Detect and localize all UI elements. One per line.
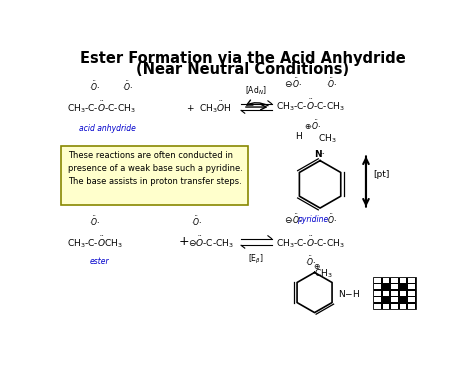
Text: CH$_3$-C-$\ddot{O}$CH$_3$: CH$_3$-C-$\ddot{O}$CH$_3$ [66, 234, 122, 250]
Text: acid anhydride: acid anhydride [79, 124, 136, 133]
Text: pyridine: pyridine [297, 215, 328, 224]
Bar [391, 297, 398, 302]
Bar [391, 291, 398, 296]
Bar [391, 304, 398, 309]
Text: $\cdot\!\ddot{O}\!\cdot$: $\cdot\!\ddot{O}\!\cdot$ [89, 214, 100, 228]
Text: $\cdot\!\ddot{O}\!\cdot$: $\cdot\!\ddot{O}\!\cdot$ [291, 213, 302, 226]
Bar [408, 291, 415, 296]
Text: [Ad$_N$]: [Ad$_N$] [245, 85, 267, 97]
Text: CH$_3$-C-$\ddot{O}$-C-CH$_3$: CH$_3$-C-$\ddot{O}$-C-CH$_3$ [276, 234, 345, 250]
Text: N$-$H: N$-$H [338, 288, 361, 299]
Text: [E$_\beta$]: [E$_\beta$] [248, 253, 264, 266]
Bar [400, 291, 406, 296]
Text: $\oplus$: $\oplus$ [312, 262, 320, 271]
Bar [400, 278, 406, 283]
Bar [400, 304, 406, 309]
Text: Ester Formation via the Acid Anhydride: Ester Formation via the Acid Anhydride [80, 51, 406, 66]
Text: $\cdot\!\ddot{O}\!\cdot$: $\cdot\!\ddot{O}\!\cdot$ [291, 76, 302, 90]
Text: $\cdot\!\ddot{O}\!\cdot$: $\cdot\!\ddot{O}\!\cdot$ [326, 76, 337, 90]
Bar [374, 297, 381, 302]
Text: These reactions are often conducted in
presence of a weak base such a pyridine.
: These reactions are often conducted in p… [68, 151, 243, 186]
Text: N$\ddot{}$: N$\ddot{}$ [314, 148, 326, 159]
Text: CH$_3$: CH$_3$ [318, 132, 337, 145]
Text: $\cdot\!\ddot{O}\!\cdot$: $\cdot\!\ddot{O}\!\cdot$ [305, 255, 317, 268]
Bar [374, 277, 416, 310]
Text: CH$_3$-C-$\ddot{O}$-C-CH$_3$: CH$_3$-C-$\ddot{O}$-C-CH$_3$ [276, 98, 345, 114]
Bar [408, 304, 415, 309]
Bar [408, 297, 415, 302]
Text: $\oplus$$\cdot\!\ddot{O}\!\cdot$: $\oplus$$\cdot\!\ddot{O}\!\cdot$ [304, 118, 321, 132]
Bar [374, 304, 381, 309]
Bar [374, 278, 381, 283]
Bar [374, 291, 381, 296]
Text: CH$_3$: CH$_3$ [314, 267, 333, 280]
FancyBboxPatch shape [61, 146, 248, 205]
Bar [383, 278, 389, 283]
Text: +  CH$_3$$\ddot{O}$H: + CH$_3$$\ddot{O}$H [186, 99, 232, 115]
Bar [383, 298, 389, 301]
Text: $\cdot\!\ddot{O}\!\cdot$: $\cdot\!\ddot{O}\!\cdot$ [191, 214, 202, 228]
Text: $\cdot\!\ddot{O}\!\cdot$: $\cdot\!\ddot{O}\!\cdot$ [122, 79, 133, 93]
Text: CH$_3$-C-$\ddot{O}$-C-CH$_3$: CH$_3$-C-$\ddot{O}$-C-CH$_3$ [66, 99, 135, 115]
Text: ester: ester [90, 257, 109, 266]
Bar [408, 284, 415, 289]
Bar [408, 278, 415, 283]
Bar [391, 278, 398, 283]
Text: $\ominus$: $\ominus$ [284, 215, 292, 225]
Bar [391, 284, 398, 289]
Text: $\ominus$: $\ominus$ [284, 79, 292, 89]
Text: H: H [295, 132, 301, 141]
Bar [401, 298, 405, 301]
Bar [383, 285, 389, 289]
Bar [383, 304, 389, 309]
Bar [401, 285, 405, 289]
Bar [383, 291, 389, 296]
Text: $\cdot\!\ddot{O}\!\cdot$: $\cdot\!\ddot{O}\!\cdot$ [89, 79, 100, 93]
Bar [374, 284, 381, 289]
Text: [pt]: [pt] [374, 170, 390, 179]
Text: $\ominus$$\ddot{O}$-C-CH$_3$: $\ominus$$\ddot{O}$-C-CH$_3$ [188, 234, 234, 250]
Text: $\cdot\!\ddot{O}\!\cdot$: $\cdot\!\ddot{O}\!\cdot$ [326, 213, 337, 226]
Text: +: + [179, 235, 190, 249]
Text: (Near Neutral Conditions): (Near Neutral Conditions) [137, 62, 349, 77]
